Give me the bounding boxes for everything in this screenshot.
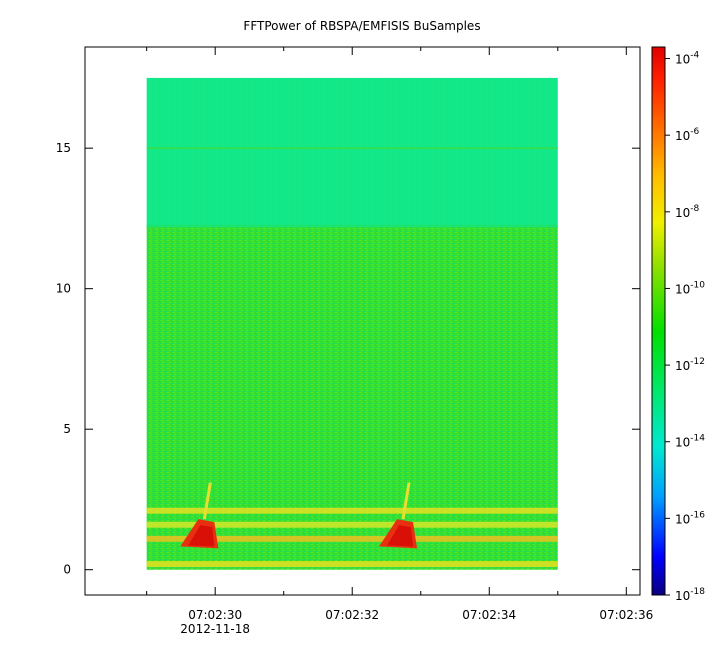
horizontal-band-2 xyxy=(146,535,558,542)
colorbar-axis: 10-4 10-6 10-8 10-10 10-12 10-14 10-16 10-18 xyxy=(665,51,705,603)
burst-core-1 xyxy=(387,525,414,547)
y-tick-label-3: 15 xyxy=(56,141,71,155)
colorbar-tick-label-5: 10-14 xyxy=(675,434,705,450)
horizontal-band-1 xyxy=(146,521,558,528)
lower-band-region xyxy=(146,226,558,570)
colorbar-tick-label-7: 10-18 xyxy=(675,587,705,603)
burst-spike-0 xyxy=(202,482,212,520)
x-tick-label-2: 07:02:34 xyxy=(462,608,516,622)
colorbar xyxy=(651,46,666,596)
spectrogram-image xyxy=(146,77,558,570)
band-transition xyxy=(146,224,558,228)
burst-core-0 xyxy=(188,525,215,547)
horizontal-band-0 xyxy=(146,507,558,514)
colorbar-tick-label-0: 10-4 xyxy=(675,51,700,67)
y-tick-label-2: 10 xyxy=(56,282,71,296)
colorbar-tick-label-3: 10-10 xyxy=(675,280,705,296)
colorbar-tick-label-4: 10-12 xyxy=(675,357,705,373)
colorbar-tick-label-2: 10-8 xyxy=(675,204,700,220)
y-tick-label-0: 0 xyxy=(63,563,71,577)
burst-spike-1 xyxy=(401,482,411,520)
y-tick-label-1: 5 xyxy=(63,422,71,436)
emission-line xyxy=(146,147,558,150)
x-tick-label-1: 07:02:32 xyxy=(325,608,379,622)
x-tick-sublabel-0: 2012-11-18 xyxy=(180,622,250,636)
upper-band-region xyxy=(146,77,558,227)
horizontal-band-3 xyxy=(146,561,558,568)
chart-title: FFTPower of RBSPA/EMFISIS BuSamples xyxy=(243,19,480,33)
x-tick-label-0: 07:02:30 xyxy=(188,608,242,622)
colorbar-tick-label-6: 10-16 xyxy=(675,510,705,526)
colorbar-tick-label-1: 10-6 xyxy=(675,127,700,143)
x-tick-label-3: 07:02:36 xyxy=(599,608,653,622)
